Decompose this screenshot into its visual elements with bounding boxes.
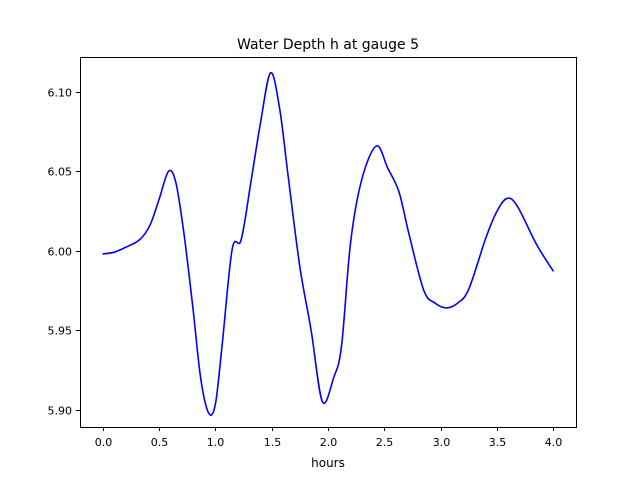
axes-frame (80, 57, 577, 428)
x-tick-label: 2.5 (376, 436, 394, 449)
y-tick-label: 5.95 (48, 325, 73, 338)
x-tick-label: 3.5 (489, 436, 507, 449)
x-tick-label: 3.0 (433, 436, 451, 449)
y-tick-label: 6.00 (48, 246, 73, 259)
chart-title: Water Depth h at gauge 5 (237, 37, 419, 53)
x-axis-label: hours (311, 456, 345, 470)
x-tick-label: 0.0 (95, 436, 113, 449)
x-tick-label: 2.0 (320, 436, 338, 449)
x-tick-label: 1.0 (207, 436, 225, 449)
y-tick-label: 6.05 (48, 166, 73, 179)
series-line-h (102, 72, 555, 416)
x-tick-label: 1.5 (264, 436, 282, 449)
y-tick-label: 6.10 (48, 87, 73, 100)
y-tick-label: 5.90 (48, 405, 73, 418)
x-tick-label: 4.0 (545, 436, 563, 449)
x-tick-label: 0.5 (151, 436, 169, 449)
